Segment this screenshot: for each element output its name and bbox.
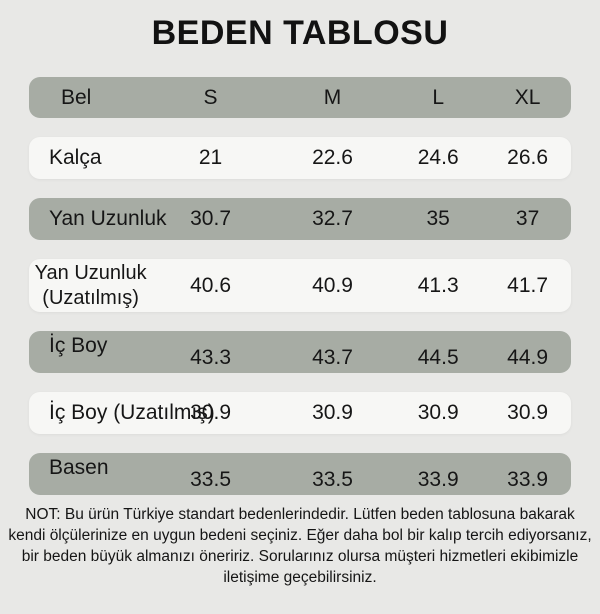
row-label: Kalça <box>49 146 102 169</box>
row-label: İç Boy <box>49 334 108 357</box>
row-value-l: 44.5 <box>417 346 459 369</box>
row-value-l: 24.6 <box>417 146 459 169</box>
row-value-m: 30.9 <box>312 401 353 424</box>
row-value-xl: 26.6 <box>507 146 549 169</box>
row-value-s: 40.6 <box>190 273 231 297</box>
header-size-xl: XL <box>514 85 541 109</box>
row-value-m: 43.7 <box>312 346 353 369</box>
row-value-s: 30.7 <box>190 207 231 230</box>
table-row-kalca: Kalça 21 22.6 24.6 26.6 <box>29 137 571 179</box>
row-value-xl: 41.7 <box>507 273 549 297</box>
row-label: İç Boy (Uzatılmış) <box>49 401 215 424</box>
row-label: Yan Uzunluk <box>49 207 167 230</box>
size-note: NOT: Bu ürün Türkiye standart bedenlerin… <box>8 506 592 586</box>
table-row-basen: Basen 33.5 33.5 33.9 33.9 <box>29 453 571 495</box>
row-value-s: 30.9 <box>190 401 231 424</box>
row-value-m: 22.6 <box>312 146 353 169</box>
table-row-ic-boy: İç Boy 43.3 43.7 44.5 44.9 <box>29 331 571 373</box>
row-value-xl: 30.9 <box>507 401 549 424</box>
size-table: Bel S M L XL Kalça 21 22.6 24.6 26.6 Yan… <box>29 77 571 495</box>
row-value-s: 21 <box>198 146 223 169</box>
row-value-s: 43.3 <box>190 346 231 369</box>
row-value-m: 33.5 <box>312 468 353 491</box>
table-header-row: Bel S M L XL <box>29 77 571 118</box>
row-value-m: 40.9 <box>312 273 353 297</box>
row-value-xl: 33.9 <box>507 468 549 491</box>
row-value-l: 33.9 <box>417 468 459 491</box>
row-value-xl: 44.9 <box>507 346 549 369</box>
header-size-m: M <box>323 85 342 109</box>
row-value-l: 41.3 <box>417 273 459 297</box>
table-row-ic-boy-uzatilmis: İç Boy (Uzatılmış) 30.9 30.9 30.9 30.9 <box>29 392 571 434</box>
header-size-s: S <box>203 85 218 109</box>
row-value-xl: 37 <box>515 207 540 230</box>
row-label: Basen <box>49 456 109 479</box>
header-label-bel: Bel <box>61 85 92 109</box>
row-value-l: 35 <box>426 207 450 230</box>
row-label: Yan Uzunluk (Uzatılmış) <box>34 261 147 309</box>
table-row-yan-uzunluk: Yan Uzunluk 30.7 32.7 35 37 <box>29 198 571 240</box>
page-title: BEDEN TABLOSU <box>151 14 449 52</box>
row-value-m: 32.7 <box>312 207 353 230</box>
row-value-s: 33.5 <box>190 468 231 491</box>
table-row-yan-uzunluk-uzatilmis: Yan Uzunluk (Uzatılmış) 40.6 40.9 41.3 4… <box>29 259 571 312</box>
row-value-l: 30.9 <box>417 401 459 424</box>
header-size-l: L <box>432 85 445 109</box>
